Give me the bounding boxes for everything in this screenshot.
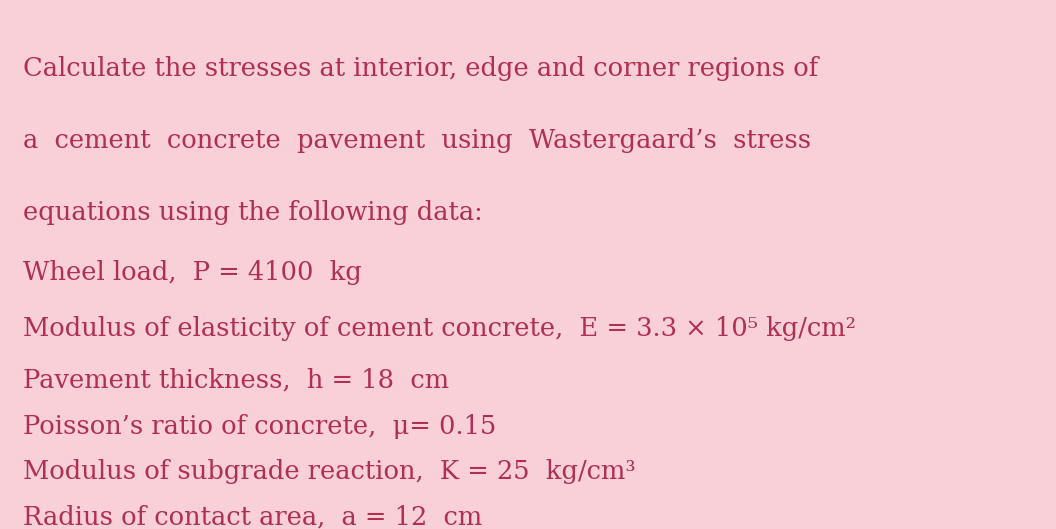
Text: Calculate the stresses at interior, edge and corner regions of: Calculate the stresses at interior, edge… — [23, 56, 818, 80]
Text: Modulus of subgrade reaction,  K = 25  kg/cm³: Modulus of subgrade reaction, K = 25 kg/… — [23, 459, 636, 484]
Text: Poisson’s ratio of concrete,  μ= 0.15: Poisson’s ratio of concrete, μ= 0.15 — [23, 414, 496, 439]
Text: equations using the following data:: equations using the following data: — [23, 200, 483, 225]
Text: Pavement thickness,  h = 18  cm: Pavement thickness, h = 18 cm — [23, 368, 450, 393]
Text: Modulus of elasticity of cement concrete,  E = 3.3 × 10⁵ kg/cm²: Modulus of elasticity of cement concrete… — [23, 316, 856, 341]
Text: Radius of contact area,  a = 12  cm: Radius of contact area, a = 12 cm — [23, 505, 483, 529]
Text: a  cement  concrete  pavement  using  Wastergaard’s  stress: a cement concrete pavement using Wasterg… — [23, 128, 811, 153]
Text: Wheel load,  P = 4100  kg: Wheel load, P = 4100 kg — [23, 260, 362, 286]
